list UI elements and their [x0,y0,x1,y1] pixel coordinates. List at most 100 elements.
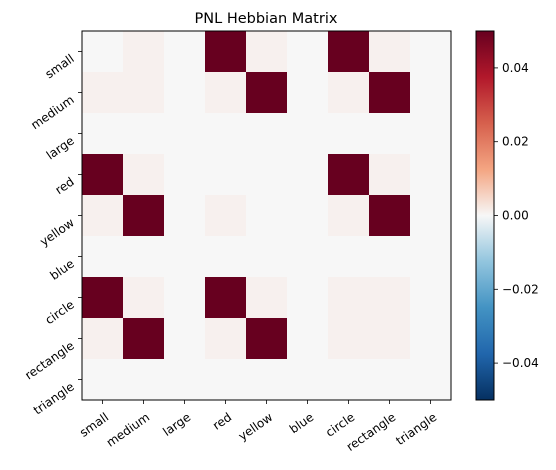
y-tick-label: small [43,51,77,81]
heatmap-cell [369,154,411,196]
heatmap-cell [287,154,329,196]
heatmap-cell [328,113,370,155]
heatmap-cell [123,31,165,73]
heatmap-cell [287,31,329,73]
heatmap-cell [246,195,288,237]
heatmap-cell [369,195,411,237]
y-tick-label: medium [28,92,76,132]
heatmap-cell [410,113,452,155]
heatmap-cell [82,236,124,278]
heatmap-cell [287,72,329,114]
heatmap-cell [82,359,124,401]
heatmap-cell [164,195,206,237]
y-tick-label: yellow [37,215,77,249]
heatmap-cell [246,318,288,360]
heatmap-cell [410,359,452,401]
heatmap-cell [287,359,329,401]
heatmap-cell [164,31,206,73]
heatmap-cell [369,277,411,319]
heatmap-cell [410,236,452,278]
colorbar [475,30,495,401]
heatmap-cell [82,195,124,237]
heatmap-cell [123,72,165,114]
heatmap-cell [287,277,329,319]
heatmap-cell [164,277,206,319]
colorbar-tick-label: −0.02 [502,282,539,296]
x-tick-label: large [160,410,193,439]
heatmap-cell [369,359,411,401]
heatmap-cell [246,31,288,73]
heatmap-cell [410,72,452,114]
heatmap-cells [82,31,452,401]
heatmap-cell [369,31,411,73]
heatmap-cell [369,113,411,155]
heatmap-cell [246,359,288,401]
colorbar-axis: 0.04 0.02 0.00 −0.02 −0.04 [494,61,539,370]
heatmap-cell [246,277,288,319]
y-tick-label: rectangle [22,338,76,382]
heatmap-cell [205,113,247,155]
colorbar-tick-label: 0.00 [502,209,529,223]
heatmap-cell [82,113,124,155]
heatmap-cell [369,236,411,278]
heatmap-cell [205,318,247,360]
heatmap-cell [410,195,452,237]
heatmap-cell [246,72,288,114]
y-tick-label: circle [43,297,77,327]
heatmap-cell [164,113,206,155]
heatmap-cell [246,154,288,196]
x-tick-label: yellow [236,410,276,444]
heatmap-cell [369,318,411,360]
heatmap-cell [205,72,247,114]
heatmap-cell [205,236,247,278]
heatmap-cell [123,318,165,360]
heatmap-cell [246,236,288,278]
heatmap-cell [328,236,370,278]
heatmap-cell [123,236,165,278]
y-tick-label: red [53,174,77,197]
heatmap-cell [410,277,452,319]
heatmap-cell [164,72,206,114]
chart-title: PNL Hebbian Matrix [195,11,338,27]
heatmap-cell [82,154,124,196]
heatmap-cell [205,359,247,401]
x-tick-label: small [77,410,111,440]
heatmap-cell [369,72,411,114]
heatmap-cell [123,113,165,155]
heatmap-cell [328,31,370,73]
heatmap-cell [328,318,370,360]
heatmap-cell [164,359,206,401]
heatmap-cell [410,31,452,73]
heatmap-cell [164,236,206,278]
heatmap-cell [410,154,452,196]
heatmap-cell [164,154,206,196]
heatmap-cell [328,72,370,114]
x-tick-label: blue [287,410,316,436]
y-tick-label: large [44,133,77,162]
colorbar-tick-label: 0.04 [502,61,529,75]
heatmap-cell [82,72,124,114]
heatmap-cell [205,154,247,196]
heatmap-cell [123,195,165,237]
colorbar-tick-label: 0.02 [502,135,529,149]
heatmap-cell [123,154,165,196]
x-tick-label: triangle [393,410,439,448]
heatmap-cell [164,318,206,360]
heatmap-cell [328,154,370,196]
heatmap-cell [246,113,288,155]
colorbar-tick-label: −0.04 [502,356,539,370]
x-tick-label: red [210,410,234,433]
heatmap-cell [123,277,165,319]
y-tick-label: blue [47,256,76,282]
heatmap-cell [287,113,329,155]
heatmap-cell [205,277,247,319]
heatmap-cell [328,359,370,401]
heatmap-cell [328,195,370,237]
x-tick-label: circle [323,410,357,440]
heatmap-cell [410,318,452,360]
y-tick-label: triangle [31,379,77,417]
heatmap-cell [287,318,329,360]
